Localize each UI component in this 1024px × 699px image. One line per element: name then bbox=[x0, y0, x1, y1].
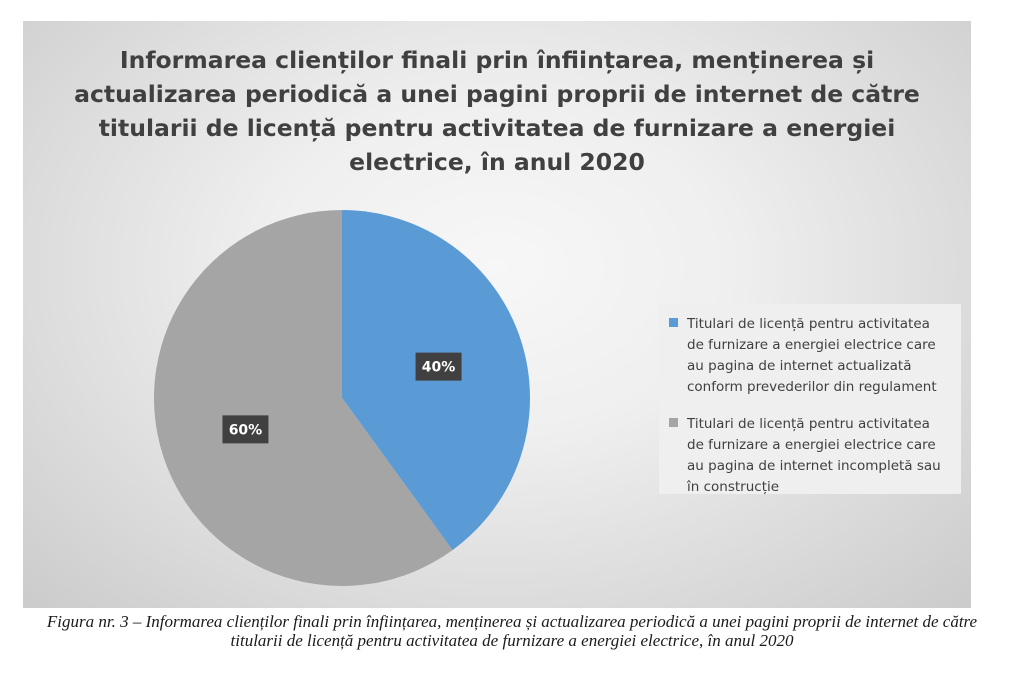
data-label-incomplete-box bbox=[222, 415, 269, 444]
chart-area: Informarea clienților finali prin înfiin… bbox=[23, 21, 971, 608]
data-label-updated: 40% bbox=[415, 352, 462, 381]
legend-label-updated: Titulari de licență pentru activitatea d… bbox=[687, 316, 937, 395]
data-label-incomplete: 60% bbox=[222, 415, 269, 444]
legend-entry-incomplete: Titulari de licență pentru activitatea d… bbox=[669, 413, 951, 497]
legend-entry-updated: Titulari de licență pentru activitatea d… bbox=[669, 313, 951, 397]
figure-caption: Figura nr. 3 – Informarea clienților fin… bbox=[46, 612, 978, 650]
legend-label-incomplete: Titulari de licență pentru activitatea d… bbox=[687, 416, 941, 495]
data-label-updated-text: 40% bbox=[422, 360, 456, 376]
data-label-updated-box bbox=[415, 352, 462, 381]
pie-chart: 40% 60% bbox=[154, 210, 530, 586]
legend-swatch-blue bbox=[669, 318, 678, 327]
chart-legend: Titulari de licență pentru activitatea d… bbox=[659, 304, 961, 497]
data-label-incomplete-text: 60% bbox=[229, 422, 263, 438]
pie-slice-incomplete bbox=[154, 210, 453, 586]
chart-title: Informarea clienților finali prin înfiin… bbox=[74, 46, 920, 176]
legend-swatch-gray bbox=[669, 418, 678, 427]
